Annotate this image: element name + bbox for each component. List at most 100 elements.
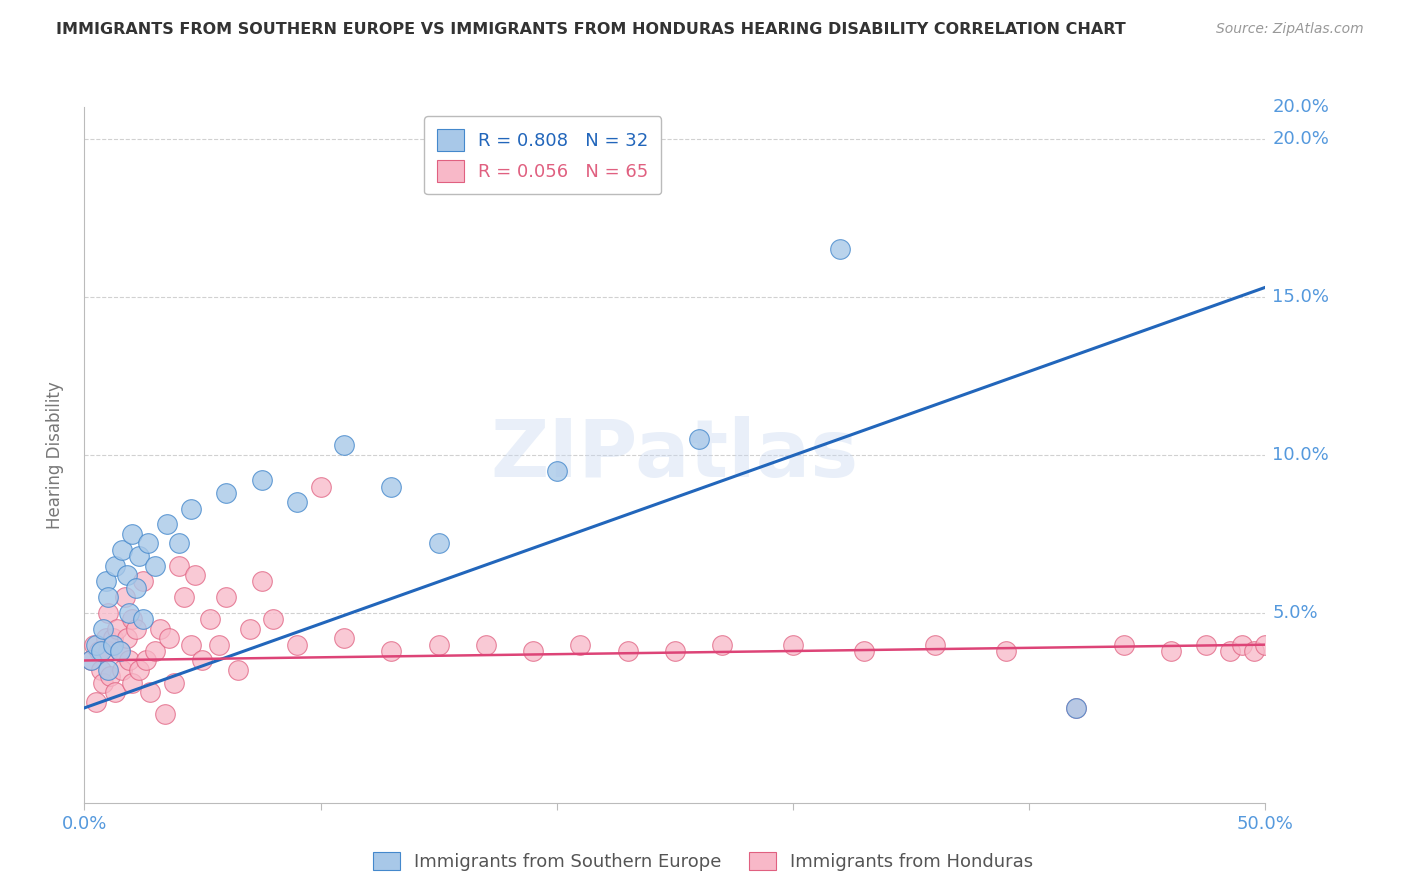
Point [184,568,207,582]
Point [83,638,105,652]
Point [111,663,134,677]
Point [125,581,148,595]
Legend: R = 0.808   N = 32, R = 0.056   N = 65: R = 0.808 N = 32, R = 0.056 N = 65 [425,116,661,194]
Point [262,612,284,626]
Point [664,644,686,658]
Point [309,479,332,493]
Point [208,638,231,652]
Text: 15.0%: 15.0% [1272,288,1330,306]
Point [97,644,120,658]
Point [121,527,143,541]
Point [475,638,498,652]
Point [380,644,402,658]
Point [427,536,450,550]
Point [107,622,129,636]
Point [173,591,195,605]
Point [128,663,150,677]
Point [115,632,138,646]
Point [167,536,190,550]
Point [108,644,131,658]
Text: ZIPatlas: ZIPatlas [491,416,859,494]
Point [136,536,159,550]
Point [104,685,127,699]
Point [101,632,124,646]
Point [132,574,155,589]
Point [994,644,1017,658]
Point [427,638,450,652]
Point [616,644,638,658]
Point [115,568,138,582]
Text: 20.0%: 20.0% [1272,129,1329,148]
Point [104,558,127,573]
Point [111,542,134,557]
Point [215,591,238,605]
Point [97,591,120,605]
Point [546,464,568,478]
Point [91,622,114,636]
Point [250,574,273,589]
Point [98,669,121,683]
Point [333,632,356,646]
Text: 5.0%: 5.0% [1272,604,1317,622]
Point [156,517,179,532]
Point [153,707,176,722]
Text: 10.0%: 10.0% [1272,446,1329,464]
Point [157,632,180,646]
Point [215,486,238,500]
Point [84,638,107,652]
Point [94,632,117,646]
Point [180,638,202,652]
Point [90,663,112,677]
Point [135,653,157,667]
Point [569,638,592,652]
Point [1230,638,1253,652]
Point [1195,638,1218,652]
Legend: Immigrants from Southern Europe, Immigrants from Honduras: Immigrants from Southern Europe, Immigra… [366,845,1040,879]
Point [80,653,103,667]
Point [924,638,946,652]
Text: Source: ZipAtlas.com: Source: ZipAtlas.com [1216,22,1364,37]
Point [139,685,162,699]
Point [84,695,107,709]
Point [163,675,186,690]
Point [285,495,308,509]
Point [167,558,190,573]
Point [782,638,804,652]
Point [239,622,262,636]
Point [1243,644,1265,658]
Point [333,438,356,452]
Point [125,622,148,636]
Point [830,243,852,257]
Point [91,675,114,690]
Point [180,501,202,516]
Text: IMMIGRANTS FROM SOUTHERN EUROPE VS IMMIGRANTS FROM HONDURAS HEARING DISABILITY C: IMMIGRANTS FROM SOUTHERN EUROPE VS IMMIG… [56,22,1126,37]
Point [114,591,136,605]
Point [121,612,143,626]
Point [128,549,150,563]
Y-axis label: Hearing Disability: Hearing Disability [45,381,63,529]
Point [143,644,166,658]
Point [1066,701,1088,715]
Point [143,558,166,573]
Point [380,479,402,493]
Point [80,653,103,667]
Point [1112,638,1135,652]
Point [250,473,273,487]
Point [97,606,120,620]
Point [852,644,875,658]
Point [118,653,141,667]
Point [522,644,544,658]
Point [97,663,120,677]
Point [149,622,172,636]
Point [108,644,131,658]
Point [285,638,308,652]
Point [118,606,141,620]
Point [90,644,112,658]
Point [94,574,117,589]
Point [688,432,710,446]
Text: 20.0%: 20.0% [1272,98,1329,116]
Point [226,663,249,677]
Point [1160,644,1182,658]
Point [101,638,124,652]
Point [1219,644,1241,658]
